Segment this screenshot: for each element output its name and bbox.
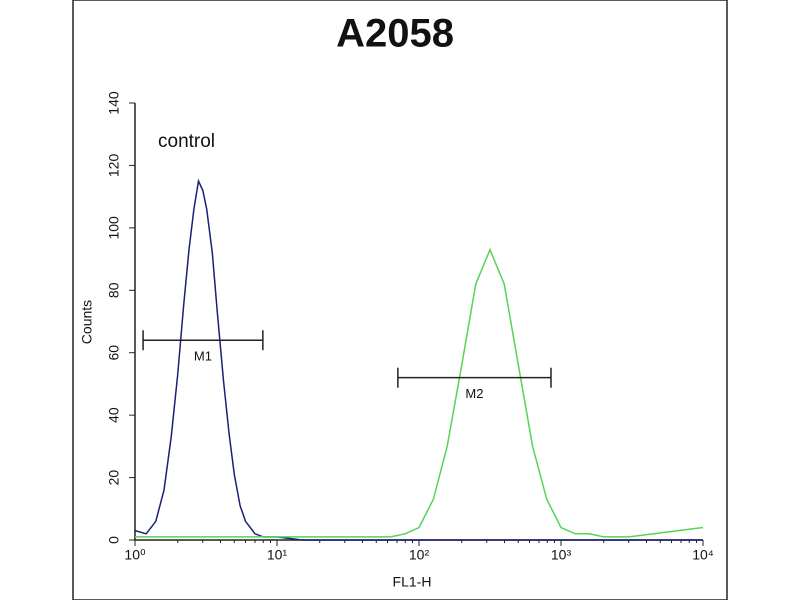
x-tick-label: 10² [409, 547, 430, 563]
x-axis-label: FL1-H [393, 574, 432, 590]
series-line [134, 178, 703, 541]
x-tick-label: 10⁰ [124, 547, 146, 563]
frame [72, 0, 728, 600]
marker-label: M2 [465, 386, 483, 401]
series-line [135, 247, 704, 538]
y-tick-label: 0 [106, 536, 122, 544]
marker-label: M1 [194, 349, 212, 364]
chart-title: A2058 [336, 12, 454, 56]
y-axis-label: Counts [79, 300, 95, 344]
y-tick-label: 60 [106, 345, 122, 361]
y-tick-label: 20 [106, 470, 122, 486]
x-tick-label: 10¹ [267, 547, 288, 563]
x-tick-label: 10⁴ [692, 547, 714, 563]
y-tick-label: 80 [106, 282, 122, 298]
y-tick-label: 120 [106, 154, 122, 178]
annotation: control [158, 131, 215, 152]
x-tick-label: 10³ [551, 547, 572, 563]
y-tick-label: 140 [106, 91, 122, 115]
y-tick-label: 40 [106, 407, 122, 423]
y-tick-label: 100 [106, 216, 122, 240]
